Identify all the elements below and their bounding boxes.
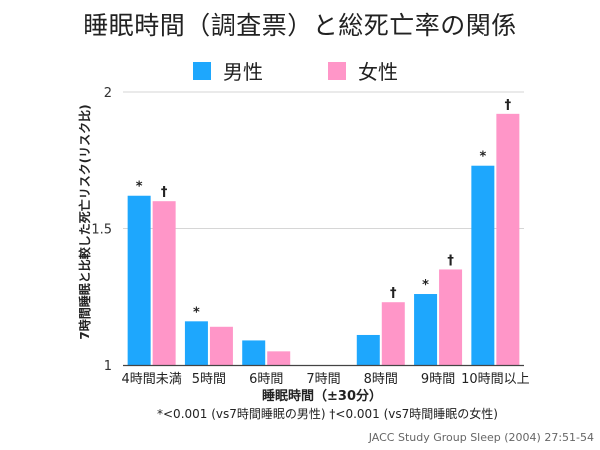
y-axis-ticks: 11.52 — [91, 86, 112, 374]
significance-mark: † — [161, 185, 168, 200]
bar-male — [471, 165, 495, 365]
bar-male — [356, 334, 380, 365]
significance-mark: * — [479, 150, 486, 165]
significance-mark: * — [422, 278, 429, 293]
bar-female — [267, 351, 291, 365]
legend-label-male: 男性 — [223, 60, 263, 84]
x-tick-label: 10時間以上 — [461, 372, 530, 387]
bar-male — [127, 195, 151, 365]
bar-female — [209, 326, 233, 365]
y-tick-label: 1.5 — [91, 223, 112, 238]
x-tick-label: 7時間 — [306, 372, 340, 387]
legend-swatch-male — [193, 61, 211, 80]
significance-mark: * — [193, 305, 200, 320]
x-tick-label: 8時間 — [364, 372, 398, 387]
bars — [127, 113, 520, 365]
significance-mark: † — [447, 253, 454, 268]
significance-mark: † — [390, 286, 397, 301]
legend: 男性 女性 — [0, 56, 600, 85]
bar-male — [184, 321, 208, 365]
chart-title: 睡眠時間（調査票）と総死亡率の関係 — [83, 11, 517, 40]
bar-female — [152, 201, 176, 365]
significance-mark: * — [136, 180, 143, 195]
source-citation: JACC Study Group Sleep (2004) 27:51-54 — [368, 431, 594, 444]
x-tick-label: 5時間 — [192, 372, 226, 387]
y-axis-title: 7時間睡眠と比較した死亡リスク(リスク比) — [77, 104, 92, 339]
bar-female — [496, 113, 520, 365]
significance-mark: † — [505, 98, 512, 113]
x-tick-label: 4時間未満 — [122, 372, 182, 387]
significance-marks: * † * † * † * † — [136, 98, 512, 320]
x-tick-label: 6時間 — [249, 372, 283, 387]
bar-female — [439, 269, 463, 365]
legend-swatch-female — [328, 61, 346, 80]
gridlines — [123, 91, 524, 229]
y-tick-label: 1 — [104, 359, 112, 374]
y-tick-label: 2 — [104, 86, 112, 101]
significance-footnote: *<0.001 (vs7時間睡眠の男性) †<0.001 (vs7時間睡眠の女性… — [157, 407, 498, 421]
legend-label-female: 女性 — [358, 60, 398, 84]
x-axis-title: 睡眠時間（±30分） — [262, 388, 382, 404]
legend-item-female: 女性 — [328, 56, 398, 85]
x-tick-label: 9時間 — [421, 372, 455, 387]
bar-male — [242, 340, 266, 365]
bar-female — [381, 302, 405, 365]
legend-item-male: 男性 — [193, 56, 263, 85]
x-axis-ticks: 4時間未満 5時間 6時間 7時間 8時間 9時間 10時間以上 — [122, 372, 530, 387]
bar-male — [414, 294, 438, 365]
